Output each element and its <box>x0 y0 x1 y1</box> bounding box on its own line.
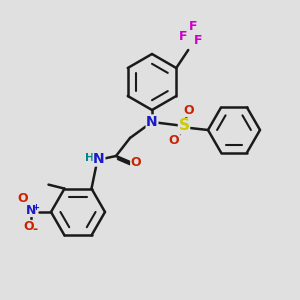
Text: F: F <box>189 20 197 32</box>
Text: O: O <box>18 191 28 205</box>
Text: N: N <box>26 203 36 217</box>
Text: F: F <box>194 34 202 46</box>
Text: N: N <box>146 115 158 129</box>
Text: N: N <box>93 152 105 166</box>
Text: O: O <box>131 157 141 169</box>
Text: O: O <box>169 134 179 146</box>
Text: O: O <box>24 220 34 233</box>
Text: H: H <box>85 153 94 163</box>
Text: O: O <box>184 103 194 116</box>
Text: S: S <box>178 118 190 134</box>
Text: +: + <box>32 202 40 211</box>
Text: -: - <box>32 224 38 236</box>
Text: F: F <box>179 29 188 43</box>
